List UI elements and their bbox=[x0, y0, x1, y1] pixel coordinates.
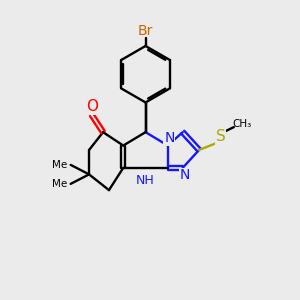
Text: N: N bbox=[164, 131, 175, 145]
Text: Me: Me bbox=[52, 179, 67, 189]
Text: S: S bbox=[216, 129, 226, 144]
Text: NH: NH bbox=[136, 174, 155, 187]
Text: CH₃: CH₃ bbox=[232, 119, 251, 129]
Text: N: N bbox=[180, 168, 190, 182]
Text: O: O bbox=[86, 99, 98, 114]
Text: Me: Me bbox=[52, 160, 67, 170]
Text: Br: Br bbox=[138, 23, 153, 38]
